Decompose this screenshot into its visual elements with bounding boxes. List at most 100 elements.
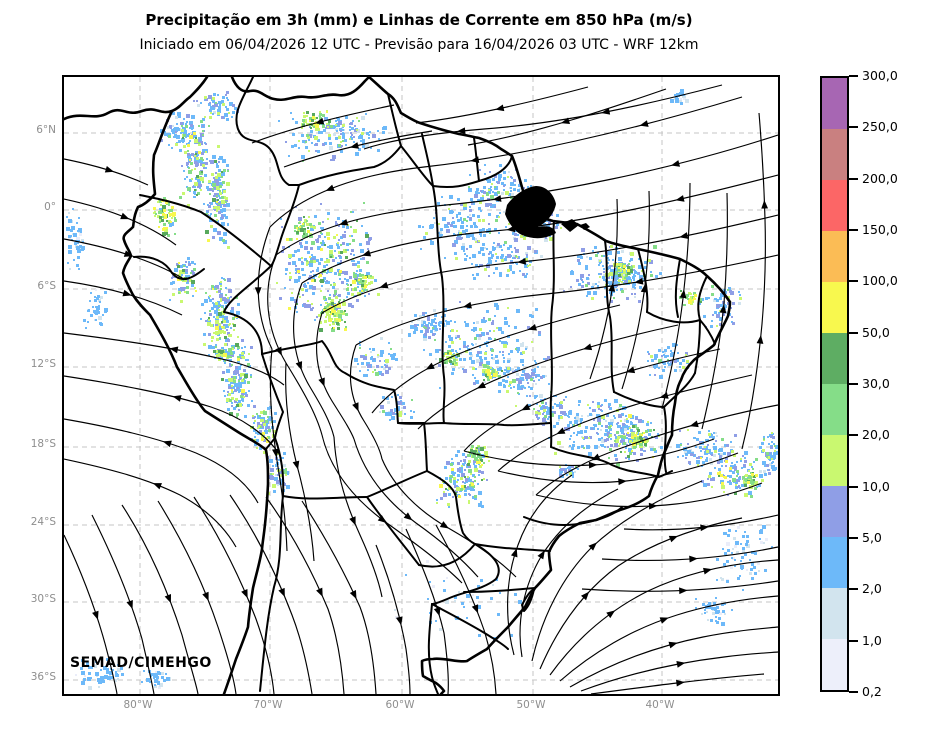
arrowhead-icon	[470, 156, 480, 164]
arrowhead-icon	[510, 548, 518, 558]
arrowhead-icon	[122, 289, 132, 297]
precipitation-layer	[66, 89, 778, 690]
lon-tick-label: 40°W	[645, 699, 675, 711]
lat-tick-label: 36°S	[30, 671, 56, 683]
border-path	[427, 603, 439, 694]
streamline-path	[91, 514, 155, 694]
border-path	[694, 319, 701, 374]
arrowhead-icon	[241, 589, 248, 599]
streamline-path	[535, 404, 778, 496]
border-path	[200, 211, 272, 267]
precip-pale	[68, 97, 768, 689]
streamline-path	[363, 84, 723, 150]
streamline-path	[64, 280, 183, 316]
streamline-path	[353, 438, 479, 578]
arrowhead-icon	[668, 535, 678, 543]
arrowhead-icon	[120, 212, 130, 220]
colorbar-segment	[822, 638, 847, 690]
arrowhead-icon	[379, 281, 389, 289]
colorbar-tick	[849, 75, 858, 77]
streamline-path	[64, 534, 118, 694]
arrowhead-icon	[580, 591, 590, 601]
arrowhead-icon	[608, 282, 616, 292]
arrowhead-icon	[349, 142, 359, 149]
arrowhead-icon	[556, 427, 566, 435]
lat-tick-label: 12°S	[30, 358, 56, 370]
arrowhead-icon	[433, 607, 441, 617]
arrowhead-icon	[295, 361, 303, 371]
arrowhead-icon	[676, 679, 685, 687]
delta-island-shape	[580, 223, 590, 230]
streamline-path	[405, 528, 449, 694]
lon-tick-label: 80°W	[123, 699, 153, 711]
colorbar-tick-label: 30,0	[862, 376, 890, 391]
border-path	[261, 353, 284, 439]
arrowhead-icon	[601, 107, 611, 115]
colorbar	[820, 76, 849, 692]
streamline-path	[293, 282, 335, 438]
arrowhead-icon	[278, 587, 285, 598]
arrowhead-icon	[659, 392, 669, 399]
colorbar-tick	[849, 331, 858, 334]
streamline-path	[559, 595, 778, 682]
streamline-path	[507, 474, 573, 656]
streamline-path	[193, 496, 275, 694]
colorbar-tick	[849, 177, 858, 180]
arrowhead-icon	[352, 402, 359, 412]
border-path	[699, 319, 716, 345]
border-path	[478, 155, 513, 182]
colorbar-segment	[822, 78, 847, 129]
arrowhead-icon	[318, 377, 325, 387]
colorbar-tick-label: 10,0	[862, 478, 890, 494]
streamline-path	[535, 482, 763, 508]
arrowhead-icon	[639, 120, 649, 127]
streamline-path	[349, 344, 383, 460]
arrowhead-icon	[325, 184, 335, 191]
arrowhead-icon	[271, 448, 279, 458]
border-path	[298, 145, 402, 186]
arrowhead-icon	[315, 117, 325, 125]
border-path	[521, 588, 535, 612]
border-path	[223, 265, 272, 355]
arrowhead-icon	[591, 453, 601, 461]
arrowhead-icon	[756, 335, 764, 344]
arrowhead-icon	[689, 555, 698, 563]
arrowhead-icon	[456, 127, 466, 135]
colorbar-tick-label: 100,0	[862, 273, 898, 289]
border-path	[523, 506, 623, 526]
streamline-path	[229, 494, 313, 694]
streamline-path	[621, 190, 650, 390]
border-path	[235, 77, 300, 186]
streamline-path	[701, 192, 728, 430]
streamline-path	[381, 458, 517, 578]
colorbar-tick-label: 0,2	[862, 684, 882, 699]
border-path	[550, 446, 673, 478]
arrowhead-icon	[202, 591, 209, 601]
lat-tick-label: 18°S	[30, 438, 56, 450]
arrowhead-icon	[462, 301, 472, 309]
streamline-path	[64, 418, 259, 504]
streamline-path	[467, 88, 667, 146]
colorbar-tick	[849, 434, 858, 437]
arrowhead-icon	[625, 366, 636, 374]
border-path	[474, 543, 551, 552]
streamline-path	[435, 524, 497, 694]
border-path	[432, 185, 446, 424]
streamline-path	[580, 651, 778, 692]
streamline-path	[64, 332, 285, 386]
streamline-path	[549, 559, 778, 676]
streamline-path	[569, 626, 778, 688]
border-path	[613, 391, 665, 408]
lon-tick-label: 60°W	[385, 699, 415, 711]
arrowhead-icon	[761, 200, 769, 209]
arrowhead-icon	[316, 587, 323, 597]
border-path	[549, 220, 555, 448]
streamline-path	[301, 500, 377, 694]
coastline-path	[64, 77, 209, 121]
border-path	[139, 194, 202, 213]
arrowhead-icon	[349, 516, 356, 526]
border-path	[463, 587, 536, 593]
colorbar-tick	[849, 229, 858, 231]
arrowhead-icon	[92, 610, 99, 620]
